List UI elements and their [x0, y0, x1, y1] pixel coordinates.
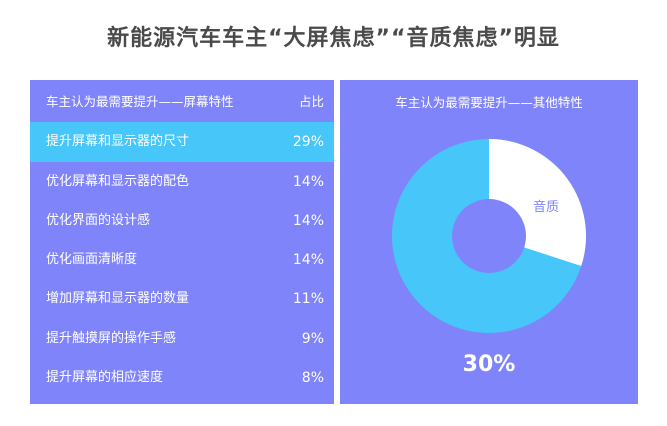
row-label: 优化屏幕和显示器的配色: [46, 174, 190, 189]
row-value: 29%: [292, 134, 324, 150]
table-row: 优化屏幕和显示器的配色 14%: [30, 162, 334, 202]
row-label: 增加屏幕和显示器的数量: [46, 291, 190, 306]
row-label: 优化界面的设计感: [46, 213, 151, 228]
screen-features-table: 车主认为最需要提升——屏幕特性 占比 提升屏幕和显示器的尺寸 29% 优化屏幕和…: [30, 80, 334, 404]
donut-value: 30%: [462, 352, 516, 377]
row-value: 9%: [301, 331, 324, 347]
header-value: 占比: [298, 94, 324, 109]
donut-title: 车主认为最需要提升——其他特性: [395, 95, 583, 110]
donut-slice-label: 音质: [533, 199, 559, 215]
table-row: 提升触摸屏的操作手感 9%: [30, 319, 334, 359]
other-features-panel: 车主认为最需要提升——其他特性 音质 30%: [340, 80, 638, 404]
row-value: 11%: [292, 291, 324, 307]
row-label: 提升屏幕的相应速度: [46, 370, 164, 385]
row-value: 14%: [292, 174, 324, 190]
row-label: 提升触摸屏的操作手感: [46, 331, 177, 346]
row-label: 优化画面清晰度: [46, 252, 138, 267]
table-row: 提升屏幕的相应速度 8%: [30, 358, 334, 398]
row-value: 14%: [292, 252, 324, 268]
donut-chart: 音质: [392, 139, 586, 333]
row-value: 14%: [292, 213, 324, 229]
table-row: 优化界面的设计感 14%: [30, 201, 334, 241]
table-header: 车主认为最需要提升——屏幕特性 占比: [30, 82, 334, 122]
row-label: 提升屏幕和显示器的尺寸: [46, 134, 190, 149]
page-title: 新能源汽车车主“大屏焦虑”“音质焦虑”明显: [107, 26, 560, 51]
table-row: 增加屏幕和显示器的数量 11%: [30, 279, 334, 319]
donut-hole: [452, 199, 526, 273]
table-row: 优化画面清晰度 14%: [30, 240, 334, 280]
table-row: 提升屏幕和显示器的尺寸 29%: [30, 122, 334, 162]
header-label: 车主认为最需要提升——屏幕特性: [46, 94, 234, 109]
row-value: 8%: [301, 370, 324, 386]
